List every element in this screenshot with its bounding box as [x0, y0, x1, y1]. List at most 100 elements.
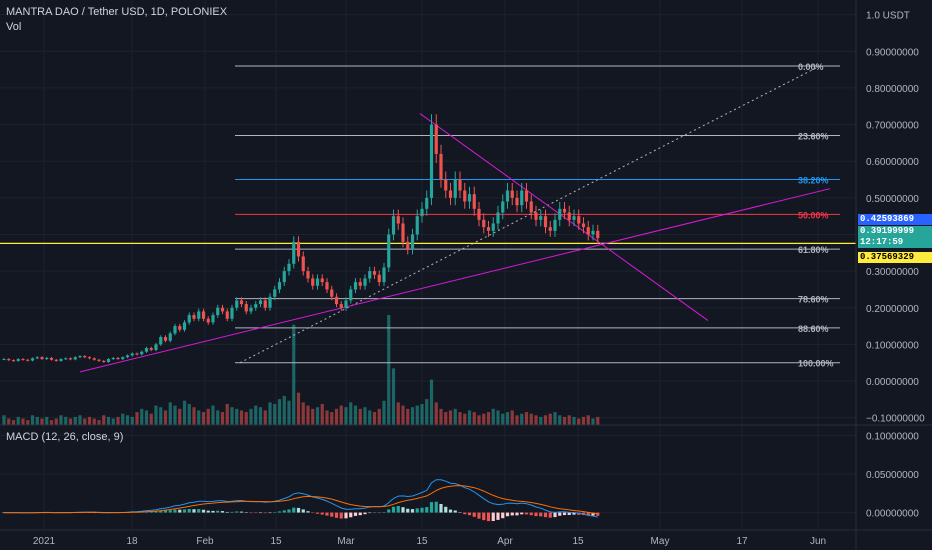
- macd-histogram-bar: [448, 509, 453, 513]
- macd-histogram-bar: [534, 512, 538, 517]
- volume-bar: [353, 405, 358, 425]
- candle-body: [510, 190, 514, 198]
- x-tick-label: 17: [736, 536, 748, 547]
- macd-histogram-bar: [491, 512, 495, 521]
- candle-body: [92, 358, 96, 360]
- volume-bar: [211, 405, 215, 425]
- candle-body: [106, 359, 111, 362]
- macd-histogram-bar: [539, 512, 543, 517]
- macd-histogram-bar: [520, 512, 524, 515]
- candle-body: [73, 357, 77, 360]
- candle-body: [577, 216, 581, 224]
- symbol-title[interactable]: MANTRA DAO / Tether USD, 1D, POLONIEX: [6, 6, 228, 18]
- volume-bar: [558, 415, 562, 425]
- candle-body: [68, 358, 73, 360]
- volume-bar: [562, 416, 567, 425]
- macd-histogram-bar: [572, 512, 576, 515]
- volume-bar: [154, 405, 158, 425]
- candle-body: [83, 356, 87, 358]
- macd-histogram-bar: [301, 509, 305, 513]
- volume-bar: [444, 412, 448, 425]
- candle-body: [353, 282, 358, 290]
- candle-body: [349, 289, 353, 301]
- volume-bar: [377, 408, 381, 425]
- volume-bar: [429, 379, 434, 425]
- candle-body: [111, 357, 115, 360]
- macd-histogram-bar: [159, 510, 163, 513]
- candle-body: [406, 241, 410, 250]
- macd-histogram-bar: [182, 509, 187, 513]
- candle-body: [168, 333, 172, 341]
- volume-bar: [572, 416, 576, 425]
- candle-body: [434, 124, 438, 154]
- volume-bar: [358, 408, 362, 425]
- candle-body: [97, 359, 101, 361]
- volume-bar: [292, 324, 296, 425]
- x-tick-label: 15: [572, 536, 584, 547]
- macd-legend[interactable]: MACD (12, 26, close, 9): [6, 431, 124, 443]
- macd-histogram-bar: [292, 507, 296, 513]
- macd-histogram-bar: [201, 509, 206, 513]
- volume-bar: [78, 415, 82, 425]
- volume-bar: [216, 410, 220, 425]
- fib-trend-line: [239, 65, 821, 364]
- volume-bar: [491, 408, 495, 425]
- trend-lines[interactable]: [79, 113, 831, 373]
- x-tick-label: 2021: [33, 536, 56, 547]
- macd-histogram-bar: [358, 512, 362, 516]
- macd-histogram-bar: [529, 512, 533, 516]
- macd-histogram-bar: [344, 512, 348, 519]
- candle-body: [501, 201, 505, 213]
- candle-body: [553, 219, 557, 231]
- macd-histogram-bar: [467, 512, 472, 516]
- candle-body: [539, 216, 543, 220]
- volume-bar: [225, 403, 229, 425]
- candle-body: [244, 304, 248, 312]
- x-tick-label: Jun: [810, 536, 826, 547]
- macd-histogram-bar: [216, 510, 220, 513]
- candle-body: [529, 201, 533, 213]
- volume-bar: [168, 402, 172, 425]
- candle-body: [387, 234, 391, 268]
- macd-histogram-bar: [325, 512, 329, 516]
- volume-bar: [349, 402, 353, 425]
- macd-histogram-bar: [282, 510, 286, 513]
- candle-body: [26, 359, 30, 361]
- volume-bar: [7, 418, 11, 425]
- volume-bar: [111, 418, 115, 425]
- macd-histogram-bar: [220, 511, 225, 513]
- macd-histogram-bar: [548, 512, 552, 518]
- macd-histogram-bar: [377, 512, 381, 514]
- macd-histogram-bar: [339, 512, 343, 519]
- ascending-trendline: [79, 188, 831, 373]
- volume-bar: [163, 410, 168, 425]
- candle-body: [477, 208, 481, 220]
- candle-body: [425, 197, 429, 209]
- volume-bar: [515, 415, 519, 425]
- candle-body: [325, 282, 329, 290]
- macd-histogram-bar: [277, 511, 282, 513]
- macd-histogram-bar: [273, 512, 277, 513]
- volume-bar: [539, 416, 543, 425]
- macd-histogram-bar: [543, 512, 548, 518]
- candle-body: [482, 219, 486, 228]
- fibonacci-retracement[interactable]: 0.00% 23.60% 38.20% 50.00% 61.80% 78.60% 88.60…: [0, 62, 856, 369]
- candle-body: [121, 357, 125, 360]
- volume-bar: [425, 399, 429, 425]
- volume-bar: [439, 408, 443, 425]
- volume-bar: [244, 412, 248, 425]
- volume-bar: [73, 416, 77, 425]
- volume-bar: [311, 408, 315, 425]
- volume-bar: [239, 410, 244, 425]
- volume-bar: [391, 368, 396, 425]
- candle-body: [301, 256, 305, 272]
- macd-histogram-bar: [353, 512, 358, 516]
- volume-bar: [273, 403, 277, 425]
- volume-legend[interactable]: Vol: [6, 21, 22, 33]
- candle-body: [467, 194, 472, 202]
- candle-body: [159, 337, 163, 345]
- volume-bar: [320, 403, 324, 425]
- candle-body: [429, 124, 434, 198]
- macd-histogram-bar: [287, 509, 291, 513]
